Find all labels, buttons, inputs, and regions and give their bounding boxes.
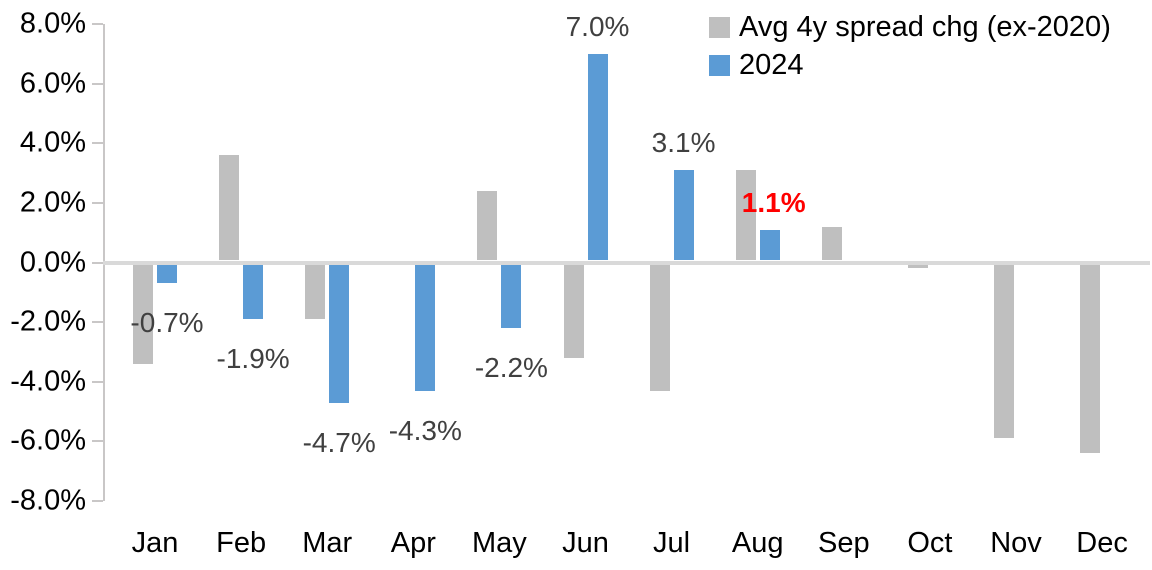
x-axis-label-dec: Dec: [1076, 527, 1128, 559]
bar-2024-apr: [415, 264, 436, 391]
data-label-2024-jul: 3.1%: [651, 127, 716, 159]
y-axis-tick-label: 8.0%: [19, 7, 86, 40]
data-label-2024-aug: 1.1%: [741, 186, 806, 218]
bar-avg-may: [477, 190, 498, 261]
bar-avg-dec: [1080, 264, 1101, 454]
y-axis-tick-label: -6.0%: [10, 424, 86, 457]
y-axis-tick-label: 6.0%: [19, 67, 86, 100]
x-axis-label-nov: Nov: [990, 527, 1042, 559]
bar-avg-aug: [735, 170, 756, 261]
y-axis-tick: [92, 380, 103, 383]
data-label-2024-feb: -1.9%: [216, 343, 290, 375]
zero-gridline: [103, 260, 1150, 265]
legend-item-2024: 2024: [709, 51, 1111, 80]
data-label-2024-may: -2.2%: [474, 352, 548, 384]
y-axis-tick: [92, 201, 103, 204]
gray-series-swatch-icon: [709, 17, 730, 38]
bar-2024-jan: [157, 264, 177, 284]
y-axis-tick-label: -8.0%: [10, 484, 86, 517]
y-axis-tick: [92, 142, 103, 145]
x-axis-label-jun: Jun: [562, 527, 609, 559]
x-axis-label-may: May: [471, 527, 527, 559]
legend: Avg 4y spread chg (ex-2020) 2024: [709, 13, 1111, 80]
y-axis-tick-label: -2.0%: [10, 305, 86, 338]
blue-series-swatch-icon: [709, 55, 730, 76]
bar-2024-jul: [673, 170, 694, 261]
y-axis-tick: [92, 23, 103, 26]
bar-avg-jan: [133, 264, 153, 364]
y-axis-tick-label: -4.0%: [10, 365, 86, 398]
x-axis-label-jul: Jul: [653, 527, 691, 559]
y-axis-tick-label: 2.0%: [19, 186, 86, 219]
x-axis-label-mar: Mar: [302, 527, 353, 559]
x-axis-label-aug: Aug: [731, 527, 784, 559]
bar-2024-feb: [243, 264, 264, 320]
y-axis-tick: [92, 440, 103, 443]
legend-item-avg: Avg 4y spread chg (ex-2020): [709, 13, 1111, 42]
y-axis-tick-label: 4.0%: [19, 126, 86, 159]
y-axis-tick: [92, 82, 103, 85]
y-axis-tick-label: 0.0%: [19, 246, 86, 278]
x-axis-label-sep: Sep: [817, 527, 870, 559]
bar-avg-sep: [821, 226, 842, 261]
bar-2024-aug: [759, 229, 780, 261]
data-label-2024-apr: -4.3%: [388, 414, 462, 446]
data-label-2024-jan: -0.7%: [130, 307, 204, 339]
data-label-2024-mar: -4.7%: [302, 426, 376, 458]
y-axis-tick: [92, 499, 103, 502]
bar-2024-may: [501, 264, 522, 329]
legend-label-2024: 2024: [739, 49, 804, 81]
bar-2024-mar: [329, 264, 350, 403]
bar-avg-oct: [907, 264, 928, 269]
y-axis-tick: [92, 321, 103, 324]
bar-2024-jun: [587, 53, 608, 261]
x-axis-label-feb: Feb: [216, 527, 267, 559]
bar-avg-mar: [305, 264, 326, 320]
data-label-2024-jun: 7.0%: [565, 10, 630, 42]
y-axis-tick: [92, 261, 103, 264]
x-axis-label-apr: Apr: [390, 527, 436, 559]
legend-label-avg: Avg 4y spread chg (ex-2020): [739, 11, 1111, 43]
bar-avg-nov: [994, 264, 1014, 439]
x-axis-label-jan: Jan: [131, 527, 179, 559]
x-axis-label-oct: Oct: [907, 527, 953, 559]
bar-avg-feb: [219, 155, 240, 261]
bar-avg-jul: [649, 264, 670, 391]
bar-avg-jun: [563, 264, 584, 358]
